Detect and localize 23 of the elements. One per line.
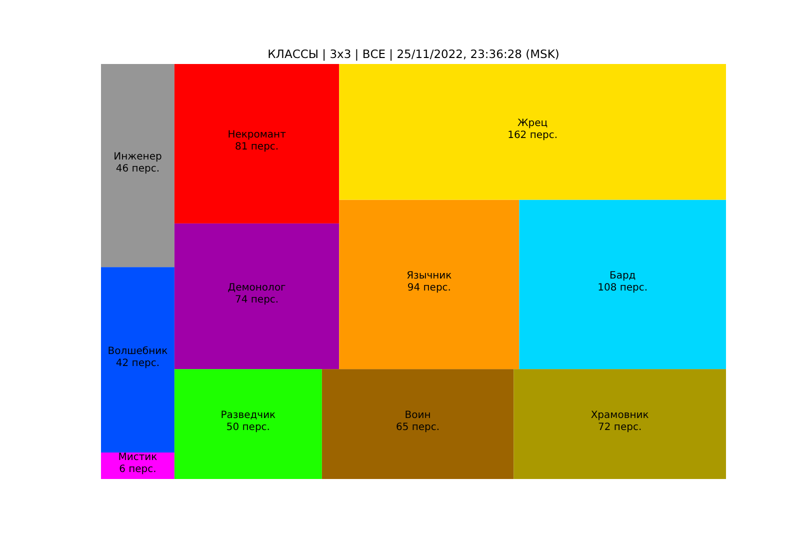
data-label: 162 перс.: [508, 130, 558, 141]
data-label: 65 перс.: [396, 422, 440, 434]
data-label: 108 перс.: [598, 282, 648, 294]
data-label: 74 перс.: [234, 294, 279, 306]
data-label: 6 перс.: [119, 464, 156, 475]
data-label: 46 перс.: [116, 164, 160, 175]
data-label: 72 перс.: [598, 422, 642, 434]
category-label: Некромант: [228, 130, 286, 141]
category-label: Бард: [609, 270, 636, 282]
category-label: Храмовник: [590, 410, 649, 422]
data-label: 94 перс.: [407, 282, 451, 294]
category-label: Волшебник: [108, 346, 168, 357]
data-label: 50 перс.: [226, 422, 270, 434]
category-label: Мистик: [118, 452, 158, 463]
category-label: Воин: [404, 410, 431, 422]
data-label: 42 перс.: [116, 358, 160, 369]
category-label: Язычник: [406, 270, 452, 282]
data-label: 81 перс.: [234, 142, 279, 153]
text: КЛАССЫ | 3x3 | ВСЕ | 25/11/2022, 23:36:28 (MSK): [268, 47, 560, 61]
category-label: Разведчик: [220, 410, 276, 422]
category-label: Жрец: [518, 118, 548, 129]
category-label: Демонолог: [228, 282, 286, 294]
category-label: Инженер: [114, 152, 162, 163]
